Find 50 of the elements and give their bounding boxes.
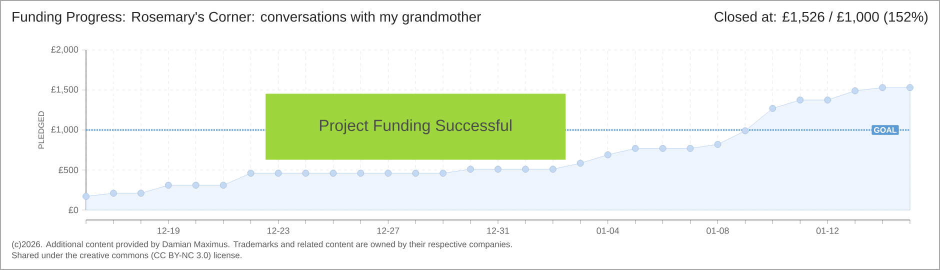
- point: [550, 166, 556, 173]
- y-tick-label: £1,000: [51, 126, 78, 134]
- text: (c)2026. Additional content provided by Damian Maximus. Trademarks and related content are owned by their respective companies.: [12, 241, 512, 249]
- point: [879, 84, 886, 91]
- annotation: Project Funding Successful: [320, 119, 512, 134]
- point: [659, 144, 666, 152]
- point: [138, 190, 144, 197]
- point: [494, 166, 502, 173]
- x-tick-label: 12-27: [377, 228, 400, 234]
- y-tick-label: £500: [58, 166, 78, 174]
- point: [82, 192, 90, 200]
- point: [412, 170, 420, 177]
- point: [824, 96, 831, 104]
- point: [769, 104, 776, 112]
- point: [384, 170, 392, 177]
- point: [220, 182, 227, 189]
- y-tick-label: £1,500: [51, 86, 78, 94]
- point: [440, 170, 446, 177]
- point: [165, 182, 172, 189]
- point: [192, 182, 200, 189]
- point: [604, 151, 612, 158]
- chart-title: Funding Progress: Rosemary's Corner: conversations with my grandmother: [12, 11, 482, 25]
- point: [906, 84, 914, 91]
- point: [852, 87, 858, 94]
- point: [247, 170, 254, 177]
- x-tick-label: 12-23: [267, 228, 290, 234]
- point: [796, 96, 804, 104]
- y-tick-label: £0: [68, 206, 78, 214]
- point: [522, 166, 529, 173]
- point: [357, 170, 364, 177]
- x-tick-label: 01-04: [596, 228, 620, 234]
- point: [274, 170, 282, 177]
- text: Shared under the creative commons (CC BY-NC 3.0) license.: [12, 252, 242, 260]
- point: [714, 140, 722, 148]
- ref-line-label: GOAL: [874, 127, 897, 133]
- x-tick-label: 01-08: [706, 228, 729, 234]
- point: [686, 144, 694, 152]
- y-tick-label: £2,000: [51, 46, 78, 54]
- x-tick-label: 12-19: [158, 228, 180, 234]
- y-axis-title: PLEDGED: [38, 111, 44, 148]
- point: [632, 144, 639, 152]
- point: [110, 190, 117, 197]
- point: [467, 166, 474, 173]
- chart-subtitle: Closed at: £1,526 / £1,000 (152%): [714, 11, 928, 25]
- point: [330, 170, 337, 177]
- point: [742, 127, 749, 134]
- x-tick-label: 01-12: [816, 228, 839, 234]
- x-tick-label: 12-31: [487, 228, 510, 234]
- point: [576, 160, 584, 167]
- point: [302, 170, 310, 177]
